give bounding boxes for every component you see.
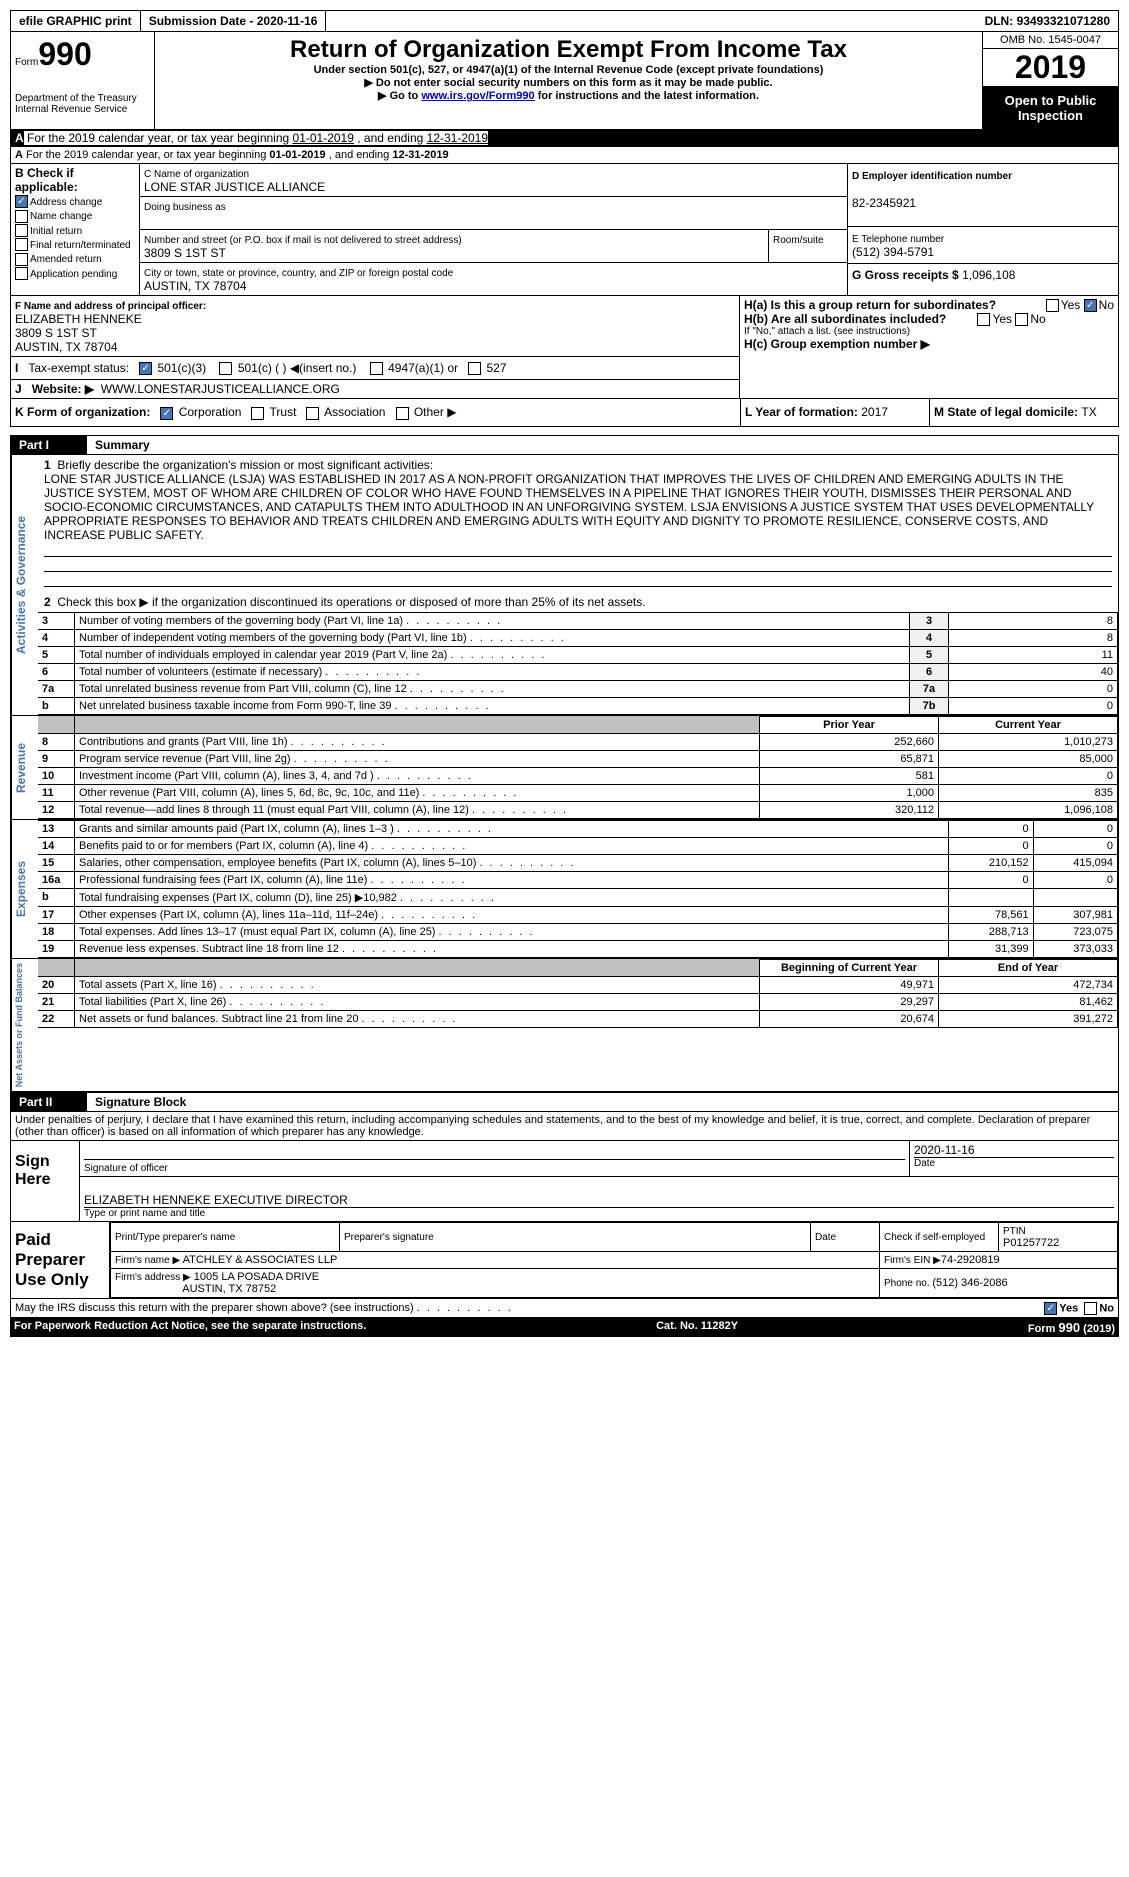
- expenses-table: 13Grants and similar amounts paid (Part …: [38, 820, 1118, 958]
- part1-header: Part I Summary: [10, 435, 1119, 455]
- netassets-section: Net Assets or Fund Balances Beginning of…: [10, 959, 1119, 1092]
- year-formed: 2017: [861, 405, 888, 419]
- netassets-table: Beginning of Current YearEnd of Year20To…: [38, 959, 1118, 1028]
- phone: (512) 394-5791: [852, 245, 934, 259]
- form-header: Form990 Department of the Treasury Inter…: [10, 32, 1119, 130]
- form-title: Return of Organization Exempt From Incom…: [159, 36, 978, 64]
- chk-final[interactable]: [15, 238, 28, 251]
- chk-501c3[interactable]: [139, 362, 152, 375]
- line-a-text: A For the 2019 calendar year, or tax yea…: [10, 147, 1119, 164]
- c-label: C Name of organization: [144, 169, 249, 180]
- domicile: TX: [1081, 405, 1096, 419]
- signer-name: ELIZABETH HENNEKE EXECUTIVE DIRECTOR: [84, 1193, 348, 1207]
- sign-here: Sign Here Signature of officer 2020-11-1…: [10, 1141, 1119, 1222]
- declaration: Under penalties of perjury, I declare th…: [10, 1112, 1119, 1141]
- line-a: A For the 2019 calendar year, or tax yea…: [10, 130, 1119, 147]
- irs-label: Internal Revenue Service: [15, 104, 150, 115]
- website: WWW.LONESTARJUSTICEALLIANCE.ORG: [101, 382, 340, 396]
- vlabel-ag: Activities & Governance: [11, 455, 38, 715]
- dba-label: Doing business as: [144, 202, 226, 213]
- section-bcdefgh: B Check if applicable: Address change Na…: [10, 164, 1119, 296]
- subtitle-1: Under section 501(c), 527, or 4947(a)(1)…: [159, 64, 978, 76]
- form-word: Form: [15, 57, 38, 68]
- section-fhi: F Name and address of principal officer:…: [10, 296, 1119, 399]
- chk-initial[interactable]: [15, 224, 28, 237]
- firm-name: ATCHLEY & ASSOCIATES LLP: [183, 1254, 338, 1266]
- vlabel-net: Net Assets or Fund Balances: [11, 959, 38, 1091]
- subtitle-2: ▶ Do not enter social security numbers o…: [159, 76, 978, 89]
- form-number: 990: [38, 36, 91, 72]
- efile-label: efile GRAPHIC print: [11, 11, 141, 31]
- dln: DLN: 93493321071280: [977, 11, 1118, 31]
- dept-treasury: Department of the Treasury: [15, 93, 150, 104]
- summary-body: Activities & Governance 1 Briefly descri…: [10, 455, 1119, 716]
- public-inspection: Open to Public Inspection: [983, 87, 1118, 129]
- vlabel-rev: Revenue: [11, 716, 38, 819]
- chk-name[interactable]: [15, 210, 28, 223]
- section-klm: K Form of organization: Corporation Trus…: [10, 399, 1119, 426]
- street: 3809 S 1ST ST: [144, 246, 226, 260]
- ein: 82-2345921: [852, 196, 916, 210]
- part2-header: Part II Signature Block: [10, 1092, 1119, 1112]
- vlabel-exp: Expenses: [11, 820, 38, 958]
- gross-receipts: 1,096,108: [962, 268, 1015, 282]
- submission-date: Submission Date - 2020-11-16: [141, 11, 327, 31]
- mission-text: LONE STAR JUSTICE ALLIANCE (LSJA) WAS ES…: [44, 472, 1094, 542]
- omb-number: OMB No. 1545-0047: [983, 32, 1118, 49]
- chk-amended[interactable]: [15, 253, 28, 266]
- chk-address[interactable]: [15, 195, 28, 208]
- officer-name: ELIZABETH HENNEKE: [15, 312, 142, 326]
- city: AUSTIN, TX 78704: [144, 279, 247, 293]
- revenue-section: Revenue Prior YearCurrent Year8Contribut…: [10, 716, 1119, 820]
- expenses-section: Expenses 13Grants and similar amounts pa…: [10, 820, 1119, 959]
- summary-table-a: 3Number of voting members of the governi…: [38, 612, 1118, 715]
- subtitle-3: ▶ Go to www.irs.gov/Form990 for instruct…: [159, 89, 978, 102]
- chk-app[interactable]: [15, 267, 28, 280]
- revenue-table: Prior YearCurrent Year8Contributions and…: [38, 716, 1118, 819]
- footer: For Paperwork Reduction Act Notice, see …: [10, 1318, 1119, 1337]
- form990-link[interactable]: www.irs.gov/Form990: [421, 90, 534, 102]
- discuss-row: May the IRS discuss this return with the…: [10, 1299, 1119, 1318]
- tax-year: 2019: [983, 49, 1118, 87]
- paid-preparer: Paid Preparer Use Only Print/Type prepar…: [10, 1222, 1119, 1299]
- b-label: B Check if applicable:: [15, 166, 78, 194]
- top-bar: efile GRAPHIC print Submission Date - 20…: [10, 10, 1119, 32]
- org-name: LONE STAR JUSTICE ALLIANCE: [144, 180, 325, 194]
